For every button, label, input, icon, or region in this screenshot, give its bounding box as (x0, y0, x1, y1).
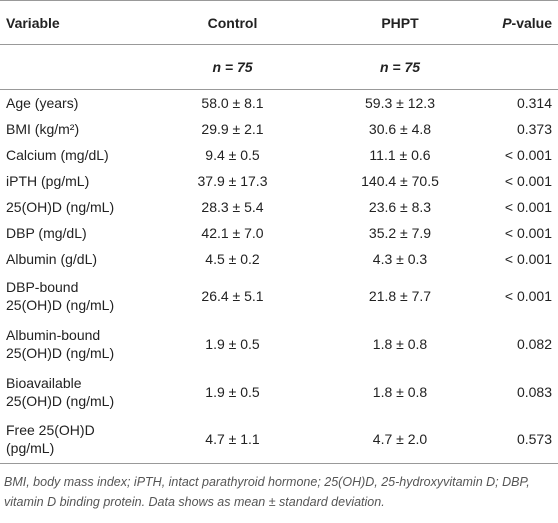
footnote: BMI, body mass index; iPTH, intact parat… (4, 475, 530, 509)
table-cell: 42.1 ± 7.0 (201, 224, 264, 241)
table-cell: 26.4 ± 5.1 (201, 287, 264, 304)
table-cell: Free 25(OH)D (pg/mL) (0, 415, 160, 464)
subheader-cell: n = 75 (160, 44, 305, 90)
table-cell: 37.9 ± 17.3 (197, 172, 268, 189)
table-cell: < 0.001 (504, 224, 552, 241)
table-cell: < 0.001 (504, 287, 552, 304)
table-row: iPTH (pg/mL) 37.9 ± 17.3 140.4 ± 70.5 < 0.0… (0, 168, 558, 194)
table-cell: 1.9 ± 0.5 (205, 383, 260, 400)
header-cell: Variable (0, 0, 160, 45)
table-cell: 9.4 ± 0.5 (205, 146, 260, 163)
table-row: Free 25(OH)D (pg/mL) 4.7 ± 1.1 4.7 ± 2.0 0.… (0, 415, 558, 464)
table-cell: < 0.001 (504, 172, 552, 189)
table-cell: 0.082 (516, 335, 552, 352)
table-cell: 4.3 ± 0.3 (372, 250, 428, 267)
table-header: Variable Control PHPT P-value n = 75 n = 75 (0, 0, 558, 90)
subheader-cell (495, 44, 558, 90)
header-cell: P-value (495, 0, 558, 45)
table-cell: 21.8 ± 7.7 (368, 287, 432, 304)
table-cell: < 0.001 (504, 198, 552, 215)
subheader-row: n = 75 n = 75 (0, 44, 558, 90)
table-cell: < 0.001 (504, 250, 552, 267)
table-cell: 1.9 ± 0.5 (205, 335, 260, 352)
subheader-cell: n = 75 (305, 44, 495, 90)
table-cell: Albumin-bound 25(OH)D (ng/mL) (6, 326, 115, 361)
table-cell: BMI (kg/m²) (6, 120, 80, 137)
table-cell: 0.083 (516, 383, 552, 400)
table-row: DBP (mg/dL) 42.1 ± 7.0 35.2 ± 7.9 < 0.001 (0, 220, 558, 246)
header-cell: Control (160, 0, 305, 45)
table-cell: Albumin (g/dL) (6, 250, 98, 267)
table-row: Bioavailable 25(OH)D (ng/mL) 1.9 ± 0.5 1.8… (0, 368, 558, 416)
table-cell: 0.314 (516, 94, 552, 111)
table-cell: 25(OH)D (ng/mL) (6, 198, 115, 215)
table-cell: 23.6 ± 8.3 (368, 198, 432, 215)
table-row: BMI (kg/m²) 29.9 ± 2.1 30.6 ± 4.8 0.373 (0, 116, 558, 142)
table-row: DBP-bound 25(OH)D (ng/mL) 26.4 ± 5.1 21.8 … (0, 272, 558, 320)
table-cell: 29.9 ± 2.1 (201, 120, 264, 137)
header-italic: P (502, 14, 512, 31)
table-cell: 4.7 ± 1.1 (160, 415, 305, 464)
subheader-cell (0, 44, 160, 90)
table-cell: Bioavailable 25(OH)D (ng/mL) (6, 374, 115, 409)
table-cell: 4.5 ± 0.2 (205, 250, 260, 267)
table-cell: DBP-bound 25(OH)D (ng/mL) (6, 278, 115, 313)
table-row: Calcium (mg/dL) 9.4 ± 0.5 11.1 ± 0.6 < 0.00… (0, 142, 558, 168)
header-cell: PHPT (305, 0, 495, 45)
header-row: Variable Control PHPT P-value (0, 0, 558, 45)
table-cell: 59.3 ± 12.3 (365, 94, 435, 111)
table-cell: 1.8 ± 0.8 (372, 383, 428, 400)
table-cell: Calcium (mg/dL) (6, 146, 109, 163)
table-row: Age (years) 58.0 ± 8.1 59.3 ± 12.3 0.314 (0, 90, 558, 116)
table-body: Age (years) 58.0 ± 8.1 59.3 ± 12.3 0.314 BMI… (0, 90, 558, 464)
table-row: Albumin-bound 25(OH)D (ng/mL) 1.9 ± 0.5 1.… (0, 320, 558, 368)
header-text: -value (511, 14, 552, 31)
table-cell: iPTH (pg/mL) (6, 172, 90, 189)
table-cell: 28.3 ± 5.4 (201, 198, 264, 215)
table-cell: Age (years) (6, 94, 79, 111)
table-cell: 0.573 (495, 415, 558, 464)
table-cell: 0.373 (516, 120, 552, 137)
table-cell: 1.8 ± 0.8 (372, 335, 428, 352)
table-row: 25(OH)D (ng/mL) 28.3 ± 5.4 23.6 ± 8.3 < 0.0… (0, 194, 558, 220)
table-cell: 140.4 ± 70.5 (361, 172, 439, 189)
table-cell: 11.1 ± 0.6 (369, 146, 431, 163)
table-row: Albumin (g/dL) 4.5 ± 0.2 4.3 ± 0.3 < 0.001 (0, 246, 558, 272)
table-cell: 58.0 ± 8.1 (201, 94, 264, 111)
table-cell: 4.7 ± 2.0 (305, 415, 495, 464)
table-cell: 30.6 ± 4.8 (368, 120, 432, 137)
table-cell: 35.2 ± 7.9 (368, 224, 432, 241)
table-cell: DBP (mg/dL) (6, 224, 87, 241)
data-table: Variable Control PHPT P-value n = 75 n = 75 A… (0, 0, 558, 464)
table-cell: < 0.001 (504, 146, 552, 163)
